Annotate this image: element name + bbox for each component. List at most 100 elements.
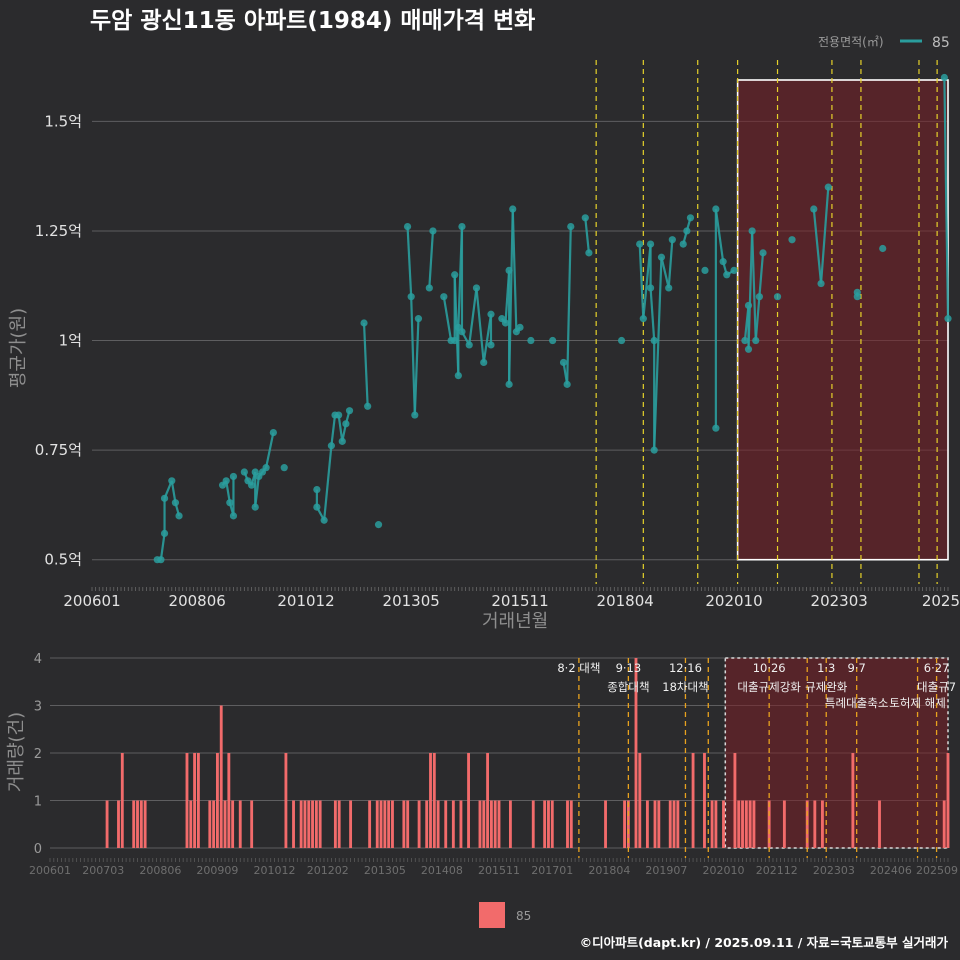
series-segment	[660, 256, 670, 289]
volume-bar	[722, 800, 725, 848]
series-segment	[170, 480, 177, 503]
volume-bar	[657, 800, 661, 848]
volume-bar	[185, 753, 189, 848]
data-point	[636, 240, 644, 248]
data-point	[741, 336, 749, 345]
data-point	[320, 516, 328, 524]
y-tick-label: 0.75억	[35, 441, 82, 459]
data-point	[313, 503, 321, 511]
x-tick-label-volume: 201408	[421, 864, 463, 877]
data-point	[712, 205, 720, 213]
data-point	[712, 424, 720, 432]
policy-label: 토허제 해제	[889, 696, 946, 710]
legend-label-85: 85	[932, 35, 950, 51]
y-tick-label-volume: 3	[34, 700, 42, 715]
volume-bar	[417, 800, 421, 848]
volume-bar	[744, 800, 748, 848]
data-point	[454, 372, 462, 380]
data-point	[338, 437, 346, 445]
volume-bar	[193, 753, 197, 848]
data-point	[327, 442, 335, 450]
volume-bar	[368, 800, 372, 848]
x-tick-label-volume: 201701	[531, 864, 573, 877]
volume-bar	[645, 800, 649, 848]
volume-bar	[250, 800, 254, 848]
series-segment	[323, 445, 333, 521]
volume-bar	[566, 800, 569, 848]
series-segment	[511, 209, 518, 332]
data-point	[940, 73, 948, 82]
data-point	[773, 293, 782, 301]
data-point	[313, 485, 321, 494]
volume-bar	[569, 800, 573, 848]
data-point	[458, 222, 466, 231]
volume-bar	[672, 800, 676, 848]
volume-bar	[741, 800, 744, 848]
source-caption: ©디아파트(dapt.kr) / 2025.09.11 / 자료=국토교통부 실…	[580, 935, 949, 950]
data-point	[280, 464, 288, 472]
x-tick-label: 201804	[597, 592, 654, 610]
data-point	[650, 336, 658, 345]
data-point	[527, 336, 535, 345]
x-tick-label-volume: 201202	[307, 864, 349, 877]
legend-swatch-85	[479, 902, 505, 928]
volume-bar	[550, 800, 554, 848]
series-segment	[428, 230, 435, 289]
volume-bar	[432, 753, 436, 848]
volume-bar	[132, 800, 136, 848]
volume-bar	[292, 800, 295, 848]
data-point	[160, 494, 169, 502]
volume-bar	[136, 800, 139, 848]
data-point	[668, 236, 676, 244]
highlight-box-volume	[724, 657, 949, 849]
x-tick-label-volume: 200909	[196, 864, 238, 877]
series-segment	[943, 77, 950, 319]
legend-title: 전용면적(㎡)	[818, 35, 884, 49]
series-segment	[265, 432, 275, 468]
policy-date-label: 6·27	[924, 661, 950, 675]
policy-label: 대출규제강화	[737, 680, 801, 694]
volume-bar	[478, 800, 482, 848]
data-point	[175, 512, 183, 520]
x-tick-label-volume: 202303	[813, 864, 855, 877]
series-segment	[667, 239, 674, 289]
volume-bar	[714, 800, 718, 848]
volume-bar	[821, 800, 824, 848]
volume-bar	[383, 800, 387, 848]
x-tick-label-volume: 202010	[703, 864, 745, 877]
top-axis: 0.5억 0.75억 1억 1.25억 1.5억 200601 200806 201012 20…	[35, 112, 960, 610]
volume-bar	[451, 800, 455, 848]
volume-bar	[231, 800, 235, 848]
volume-bar	[668, 800, 672, 848]
data-point	[262, 464, 270, 472]
volume-bar	[238, 800, 242, 848]
y-tick-label-volume: 1	[34, 795, 42, 810]
data-point	[345, 407, 354, 415]
data-point	[516, 323, 524, 331]
data-point	[817, 279, 825, 288]
policy-label: 특례대출축소	[825, 696, 888, 710]
data-point	[759, 249, 767, 257]
volume-bar	[653, 800, 657, 848]
data-point	[567, 222, 575, 231]
volume-bar	[878, 800, 881, 848]
data-point	[160, 529, 169, 538]
volume-bar	[314, 800, 318, 848]
x-tick-label: 202303	[811, 592, 868, 610]
policy-date-label: 1·3	[817, 661, 835, 675]
volume-bar	[303, 800, 307, 848]
x-tick-label-volume: 202406	[870, 864, 912, 877]
data-point	[226, 499, 234, 507]
volume-bar	[387, 800, 391, 848]
data-point	[563, 380, 571, 388]
x-tick-label-volume: 201305	[364, 864, 406, 877]
series-segment	[638, 244, 645, 319]
volume-bar	[307, 800, 311, 848]
data-point	[679, 240, 687, 248]
data-point	[723, 271, 731, 279]
volume-bar	[942, 800, 946, 848]
y-tick-label: 0.5억	[44, 551, 82, 569]
series-segment	[642, 243, 652, 319]
series-segment	[225, 480, 231, 503]
